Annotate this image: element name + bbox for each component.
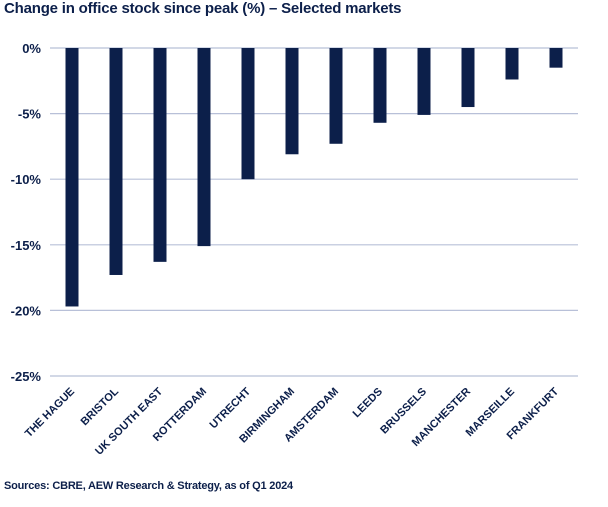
bar-uk-south-east [153, 48, 167, 262]
y-tick-label: -20% [11, 303, 42, 318]
bar-bristol [109, 48, 123, 275]
bars [65, 48, 563, 307]
bar-chart: 0% -5% -10% -15% -20% -25% THE HAGUE BRISTOLUK… [11, 41, 578, 458]
bar-leeds [373, 48, 387, 123]
x-category-label: UTRECHT [207, 385, 253, 431]
x-category-label: LEEDS [351, 386, 385, 420]
y-tick-label: 0% [22, 41, 41, 56]
y-tick-label: -5% [18, 107, 42, 122]
x-category-label: BRISTOL [79, 385, 122, 428]
y-tick-label: -25% [11, 369, 42, 384]
y-tick-label: -15% [11, 238, 42, 253]
bar-the-hague [65, 48, 79, 307]
chart-title: Change in office stock since peak (%) – … [4, 0, 402, 17]
bar-utrecht [241, 48, 255, 180]
bar-amsterdam [329, 48, 343, 144]
y-axis-tick-labels: 0% -5% -10% -15% -20% -25% [11, 41, 42, 384]
bar-rotterdam [197, 48, 211, 247]
bar-brussels [417, 48, 431, 115]
bar-marseille [505, 48, 519, 80]
gridlines [50, 47, 578, 377]
bar-birmingham [285, 48, 299, 155]
bar-manchester [461, 48, 475, 108]
y-tick-label: -10% [11, 172, 42, 187]
bar-frankfurt [549, 48, 563, 68]
source-note: Sources: CBRE, AEW Research & Strategy, … [4, 480, 293, 492]
x-category-label: THE HAGUE [23, 386, 77, 440]
